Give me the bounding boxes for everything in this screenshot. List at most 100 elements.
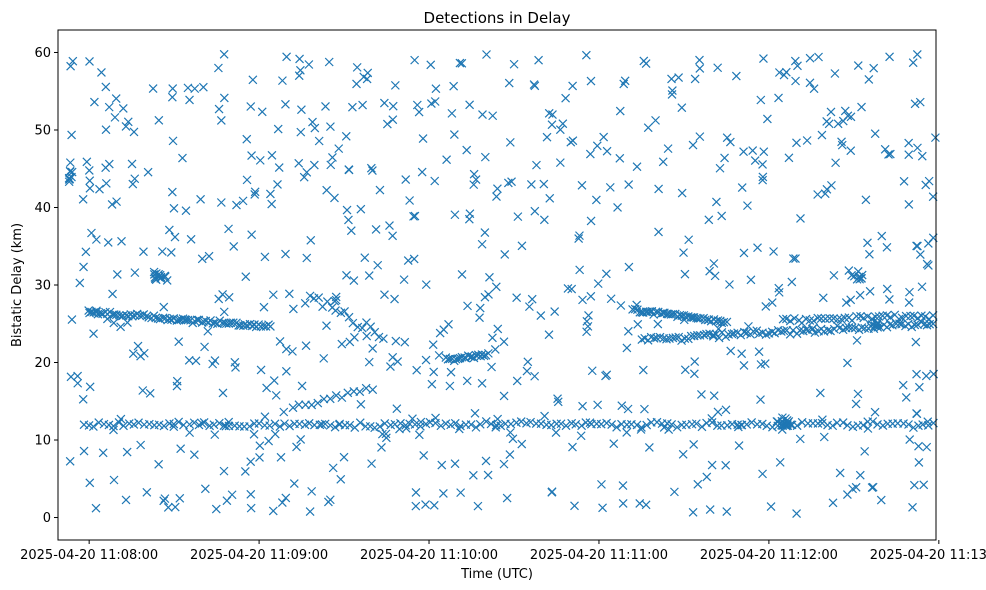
data-point	[414, 107, 424, 117]
data-point	[585, 149, 595, 159]
data-point	[314, 136, 324, 146]
data-point	[607, 420, 617, 429]
data-point	[364, 357, 374, 367]
data-point	[222, 496, 232, 506]
data-point	[837, 140, 847, 150]
data-point	[784, 153, 794, 163]
data-point	[688, 507, 698, 517]
data-point	[680, 269, 690, 279]
data-point	[697, 422, 707, 432]
data-point	[512, 376, 522, 386]
data-point	[813, 190, 823, 199]
data-point	[667, 420, 677, 429]
data-point	[817, 418, 827, 428]
data-point	[375, 185, 385, 195]
y-tick-label: 50	[34, 123, 51, 138]
data-point	[118, 104, 128, 113]
data-point	[540, 411, 549, 421]
data-point	[145, 388, 155, 398]
data-point	[532, 160, 541, 170]
data-point	[368, 385, 378, 395]
data-point	[484, 290, 493, 299]
data-point	[134, 418, 143, 428]
data-point	[457, 270, 467, 279]
data-point	[901, 392, 911, 402]
data-point	[421, 355, 431, 365]
data-point	[262, 383, 272, 393]
data-point	[709, 259, 719, 268]
data-point	[593, 279, 603, 289]
data-point	[852, 311, 861, 321]
data-point	[824, 119, 834, 129]
data-point	[659, 423, 669, 432]
data-point	[139, 247, 148, 257]
x-tick-label: 2025-04-20 11:09:00	[190, 548, 328, 563]
data-point	[104, 159, 114, 169]
data-point	[138, 386, 148, 395]
data-point	[815, 388, 825, 398]
data-point	[555, 158, 565, 168]
data-point	[505, 428, 515, 437]
data-point	[288, 304, 298, 314]
data-point	[367, 166, 377, 175]
data-point	[314, 293, 324, 302]
data-point	[172, 376, 182, 386]
data-point	[623, 404, 633, 414]
data-point	[556, 419, 566, 429]
data-point	[87, 228, 96, 238]
data-point	[282, 52, 292, 62]
data-point	[717, 211, 727, 221]
data-point	[644, 443, 654, 452]
data-point	[792, 509, 802, 519]
data-point	[757, 419, 767, 429]
data-point	[485, 272, 494, 282]
data-point	[539, 215, 549, 225]
data-point	[483, 348, 493, 358]
data-point	[674, 73, 684, 82]
data-point	[712, 421, 722, 431]
data-point	[78, 194, 88, 204]
data-point	[774, 68, 784, 77]
data-point	[101, 178, 111, 188]
data-point	[715, 163, 725, 173]
data-point	[246, 457, 256, 467]
data-point	[722, 317, 732, 327]
data-point	[795, 434, 805, 444]
data-point	[159, 496, 169, 506]
data-point	[379, 98, 389, 108]
data-point	[766, 502, 776, 511]
data-point	[837, 137, 846, 147]
data-point	[906, 311, 915, 321]
x-tick-label: 2025-04-20 11:11:00	[530, 548, 668, 563]
data-point	[189, 450, 199, 460]
data-point	[160, 494, 170, 504]
data-point	[280, 419, 289, 429]
data-point	[330, 422, 340, 432]
data-point	[721, 405, 731, 415]
data-point	[664, 425, 674, 435]
data-point	[296, 127, 306, 137]
data-point	[224, 224, 233, 234]
data-point	[449, 81, 459, 91]
data-point	[284, 289, 294, 299]
data-point	[536, 311, 546, 320]
data-point	[756, 95, 766, 105]
data-point	[456, 421, 465, 431]
data-point	[618, 498, 628, 508]
data-point	[633, 319, 643, 329]
data-point	[882, 284, 892, 294]
data-point	[129, 127, 139, 137]
data-point	[167, 187, 177, 197]
data-point	[203, 326, 213, 336]
data-point	[813, 313, 823, 323]
data-point	[186, 234, 196, 244]
data-point	[305, 507, 315, 517]
data-point	[410, 420, 420, 429]
data-point	[527, 294, 537, 304]
data-point	[618, 481, 628, 490]
data-point	[97, 67, 106, 77]
data-point	[184, 355, 194, 365]
data-point	[199, 418, 209, 427]
data-point	[296, 105, 306, 115]
data-point	[915, 97, 925, 107]
